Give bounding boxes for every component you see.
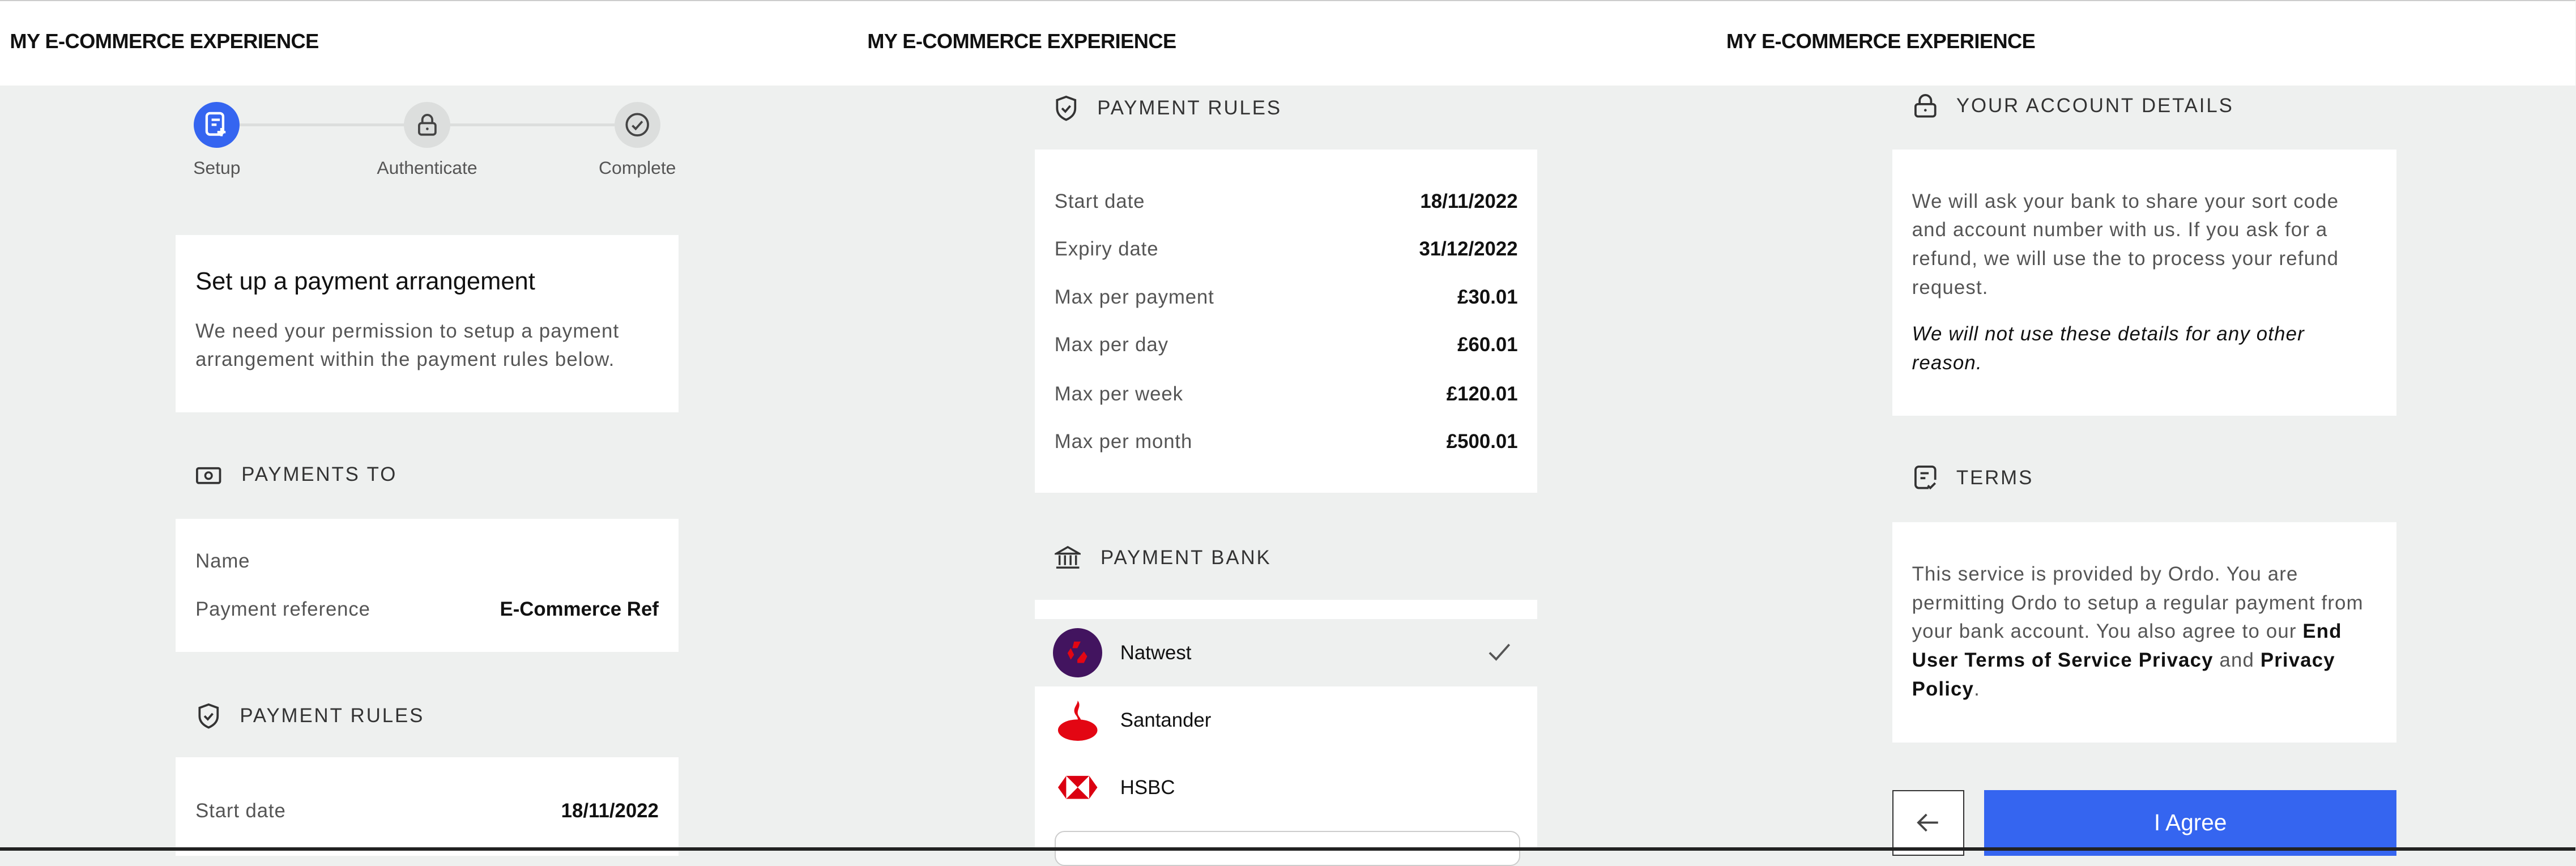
step-label: Setup (193, 157, 241, 178)
row-value: £60.01 (1457, 333, 1518, 356)
step-complete (614, 101, 660, 148)
account-details-card: We will ask your bank to share your sort… (1892, 149, 2397, 416)
checkmark-icon (1489, 643, 1511, 662)
detail-row: Max per day £60.01 (1055, 334, 1518, 356)
payments-to-heading: PAYMENTS TO (195, 463, 397, 487)
section-title: TERMS (1956, 466, 2034, 489)
bank-icon (1054, 545, 1081, 569)
intro-text: We need your permission to setup a payme… (195, 319, 620, 371)
section-title: PAYMENT BANK (1100, 546, 1272, 569)
bank-name: Santander (1120, 709, 1212, 731)
terms-body: This service is provided by Ordo. You ar… (1912, 562, 2364, 643)
row-label: Start date (1054, 190, 1145, 213)
detail-row: Max per month £500.01 (1055, 430, 1518, 453)
row-label: Max per week (1054, 382, 1183, 405)
money-icon (196, 467, 221, 484)
row-value: 18/11/2022 (1420, 190, 1518, 213)
lock-icon (1914, 94, 1937, 118)
bank-option-natwest[interactable]: Natwest (1035, 619, 1538, 687)
terms-and: and (2213, 649, 2261, 672)
row-value: 31/12/2022 (1419, 238, 1518, 261)
bank-name: Natwest (1120, 641, 1192, 664)
row-label: Name (195, 550, 250, 573)
santander-logo-icon (1053, 696, 1102, 745)
row-label: Max per month (1054, 430, 1193, 453)
lock-icon (417, 114, 437, 136)
document-check-icon (1914, 465, 1937, 489)
header-bar (0, 0, 2576, 86)
payments-to-card: Name Payment reference E-Commerce Ref (176, 519, 679, 652)
step-label: Authenticate (377, 157, 477, 178)
account-details-note: We will not use these details for any ot… (1912, 323, 2305, 374)
row-label: Payment reference (195, 598, 370, 620)
terms-of-service-link[interactable]: End User Terms of Service Privacy (1912, 620, 2342, 672)
bank-option-santander[interactable]: Santander (1035, 686, 1537, 754)
row-label: Expiry date (1054, 238, 1159, 261)
bank-name: HSBC (1120, 776, 1175, 799)
row-value: £500.01 (1446, 430, 1518, 453)
payment-rules-card: Start date 18/11/2022 (176, 757, 679, 856)
row-label: Max per payment (1054, 285, 1214, 308)
terms-end: . (1974, 677, 1980, 700)
detail-row: Max per payment £30.01 (1055, 286, 1518, 309)
page-title: Set up a payment arrangement (195, 267, 535, 295)
app-title: MY E-COMMERCE EXPERIENCE (10, 29, 319, 53)
row-label: Start date (195, 800, 286, 822)
terms-card: This service is provided by Ordo. You ar… (1892, 522, 2397, 743)
payment-rules-heading: PAYMENT RULES (1055, 95, 1282, 121)
payment-bank-heading: PAYMENT BANK (1054, 545, 1272, 570)
step-label: Complete (598, 157, 676, 178)
terms-text: This service is provided by Ordo. You ar… (1912, 560, 2379, 704)
check-circle-icon (625, 113, 649, 137)
arrow-left-icon (1917, 814, 1938, 832)
bottom-edge (0, 847, 2576, 851)
account-details-text: We will ask your bank to share your sort… (1912, 190, 2339, 298)
row-value: £30.01 (1457, 285, 1518, 308)
account-details-heading: YOUR ACCOUNT DETAILS (1914, 93, 2234, 118)
section-title: YOUR ACCOUNT DETAILS (1956, 95, 2234, 117)
document-plus-icon (206, 112, 226, 136)
terms-heading: TERMS (1914, 465, 2034, 491)
row-label: Max per day (1054, 333, 1168, 356)
app-title: MY E-COMMERCE EXPERIENCE (867, 29, 1176, 53)
detail-row: Payment reference E-Commerce Ref (195, 598, 659, 621)
section-title: PAYMENT RULES (1097, 97, 1282, 120)
payment-rules-card: Start date 18/11/2022 Expiry date 31/12/20… (1035, 149, 1538, 493)
detail-row: Name (195, 550, 659, 573)
bank-option-hsbc[interactable]: HSBC (1035, 754, 1537, 821)
agree-button[interactable]: I Agree (1984, 790, 2397, 856)
intro-card: Set up a payment arrangement We need you… (176, 234, 679, 412)
detail-row: Expiry date 31/12/2022 (1055, 238, 1518, 261)
natwest-logo-icon (1052, 628, 1102, 678)
section-title: PAYMENTS TO (241, 463, 398, 486)
back-button[interactable] (1892, 790, 1965, 856)
payment-rules-heading: PAYMENT RULES (197, 703, 424, 729)
detail-row: Max per week £120.01 (1055, 383, 1518, 406)
row-value: E-Commerce Ref (500, 598, 659, 620)
detail-row: Start date 18/11/2022 (195, 800, 659, 822)
row-value: 18/11/2022 (561, 800, 659, 822)
step-authenticate (404, 101, 450, 148)
row-value: £120.01 (1446, 382, 1518, 405)
app-title: MY E-COMMERCE EXPERIENCE (1726, 29, 2036, 53)
shield-check-icon (198, 703, 219, 729)
hsbc-logo-icon (1053, 763, 1102, 812)
section-title: PAYMENT RULES (240, 705, 425, 727)
shield-check-icon (1056, 96, 1076, 121)
privacy-policy-link[interactable]: Privacy Policy (1912, 649, 2335, 700)
step-setup (194, 101, 240, 148)
detail-row: Start date 18/11/2022 (1055, 190, 1518, 213)
